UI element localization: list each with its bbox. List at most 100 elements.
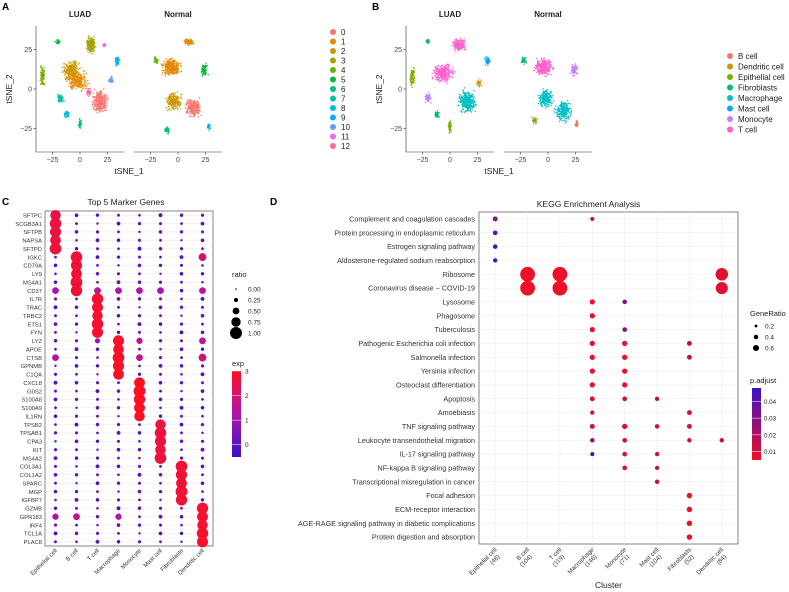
tsne-cell-point (470, 111, 473, 113)
marker-dot (179, 288, 184, 293)
tsne-cell-point (65, 65, 68, 67)
tsne-cell-point (446, 72, 448, 74)
tsne-cell-point (100, 92, 102, 94)
tsne-cell-point (177, 66, 179, 68)
tsne-cell-point (437, 72, 439, 74)
marker-dot (117, 305, 120, 309)
tsne-cell-point (558, 120, 561, 123)
marker-dot (54, 314, 57, 318)
tsne-cell-point (190, 39, 192, 42)
legend-key (727, 74, 733, 80)
marker-dot (95, 272, 100, 276)
tsne-cell-point (73, 61, 75, 63)
tsne-cell-point (463, 48, 466, 51)
tsne-cell-point (469, 97, 471, 99)
tsne-cell-point (444, 65, 446, 68)
tsne-cell-point (427, 92, 430, 94)
tsne-cell-point (95, 46, 97, 48)
tsne-cell-point (574, 63, 577, 65)
tsne-cell-point (166, 100, 168, 102)
marker-dot (70, 284, 83, 297)
tsne-cell-point (65, 70, 67, 72)
legend-key (727, 53, 733, 59)
tsne-cell-point (533, 66, 536, 69)
marker-dot (52, 287, 59, 294)
tsne-cell-point (428, 39, 430, 41)
tsne-cell-point (101, 102, 104, 105)
legend-label: 8 (341, 104, 346, 113)
tsne-cell-point (484, 56, 486, 59)
tsne-cell-point (461, 108, 464, 110)
tsne-cell-point (467, 101, 469, 103)
y-tick-label: −25 (390, 126, 402, 133)
tsne-cell-point (469, 94, 471, 97)
legend-label: B cell (738, 52, 758, 61)
marker-dot (159, 314, 162, 318)
tsne-cell-point (531, 116, 533, 119)
marker-dot (96, 222, 99, 225)
tsne-cell-point (88, 82, 91, 85)
tsne-cell-point (165, 67, 167, 69)
tsne-cell-point (550, 64, 552, 66)
tsne-cell-point (188, 99, 191, 101)
x-axis-title: tSNE_1 (114, 166, 144, 176)
tsne-cell-point (536, 69, 539, 71)
gene-label: G0S2 (27, 389, 42, 395)
marker-dot (201, 264, 204, 267)
tsne-cell-point (163, 69, 165, 72)
tsne-cell-point (541, 93, 544, 95)
tsne-cell-point (561, 110, 564, 112)
x-tick-label: 0 (78, 157, 82, 164)
tsne-cell-point (188, 39, 191, 41)
tsne-cell-point (109, 80, 111, 82)
tsne-cell-point (168, 130, 170, 133)
tsne-cell-point (70, 87, 73, 89)
tsne-cell-point (170, 66, 172, 69)
marker-dot (158, 280, 163, 284)
tsne-cell-point (457, 45, 459, 48)
tsne-cell-point (187, 105, 190, 108)
tsne-cell-point (77, 68, 79, 71)
legend-label: Mast cell (738, 104, 770, 113)
tsne-cell-point (449, 75, 452, 78)
tsne-cell-point (410, 77, 413, 79)
gene-label: LY9 (32, 272, 42, 278)
tsne-cell-point (431, 76, 433, 78)
tsne-cell-point (451, 71, 453, 74)
tsne-cell-point (460, 47, 463, 50)
x-axis-title: tSNE_1 (484, 166, 514, 176)
tsne-cell-point (177, 98, 180, 100)
tsne-cell-point (537, 60, 539, 62)
tsne-cell-point (179, 97, 181, 99)
tsne-cell-point (98, 104, 100, 107)
tsne-cell-point (69, 78, 71, 80)
tsne-cell-point (170, 58, 172, 60)
gene-label: C1QA (26, 373, 42, 379)
tsne-cell-point (473, 89, 475, 92)
tsne-cell-point (191, 116, 193, 118)
tsne-cell-point (71, 82, 73, 85)
tsne-cell-point (103, 98, 105, 101)
marker-dot (115, 287, 122, 294)
tsne-cell-point (80, 85, 83, 87)
tsne-cell-point (187, 99, 189, 101)
tsne-cell-point (448, 70, 451, 73)
y-tick-label: −25 (20, 126, 32, 133)
tsne-cell-point (169, 61, 171, 63)
tsne-cell-point (78, 71, 80, 74)
tsne-cell-point (39, 77, 42, 79)
tsne-cell-point (468, 106, 470, 108)
marker-dot (116, 272, 121, 276)
marker-dot (117, 247, 120, 250)
tsne-cell-point (168, 102, 170, 104)
tsne-cell-point (551, 97, 553, 99)
tsne-cell-point (98, 97, 101, 99)
marker-dot (91, 326, 104, 338)
tsne-cell-point (75, 84, 77, 86)
legend-key (330, 105, 336, 111)
tsne-cell-point (71, 61, 74, 63)
tsne-cell-point (84, 85, 87, 88)
tsne-cell-point (488, 58, 490, 60)
tsne-cell-point (67, 73, 69, 75)
tsne-cell-point (539, 94, 541, 97)
